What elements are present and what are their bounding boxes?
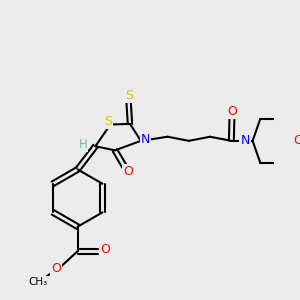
Text: O: O (52, 262, 61, 275)
Text: CH₃: CH₃ (28, 277, 48, 287)
Text: N: N (240, 134, 250, 147)
Text: O: O (123, 165, 133, 178)
Text: S: S (104, 115, 112, 128)
Text: S: S (124, 88, 133, 102)
Text: O: O (293, 134, 300, 147)
Text: O: O (100, 243, 110, 256)
Text: N: N (141, 133, 151, 146)
Text: O: O (227, 105, 237, 119)
Text: H: H (79, 138, 88, 152)
